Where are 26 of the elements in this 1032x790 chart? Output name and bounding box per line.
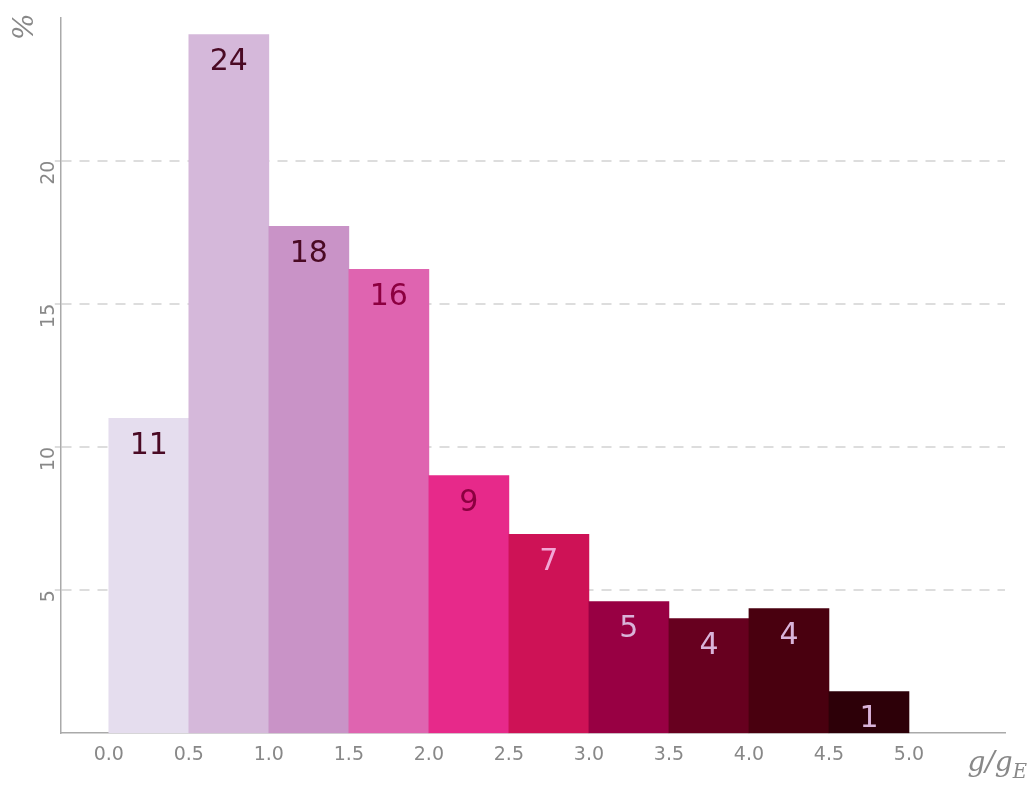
data-label: 24 [209, 42, 248, 78]
data-label: 16 [369, 277, 408, 313]
x-tick-label: 3.0 [573, 741, 605, 764]
data-label: 4 [779, 616, 799, 652]
x-tick-label: 3.5 [653, 741, 685, 764]
x-tick-label: 0.0 [93, 741, 124, 764]
y-axis-title: % [6, 13, 40, 41]
data-label: 18 [289, 234, 328, 270]
x-tick-label: 0.5 [173, 741, 204, 764]
data-label: 7 [539, 542, 559, 577]
x-tick-label: 2.5 [493, 741, 524, 764]
data-label: 9 [459, 483, 479, 519]
x-tick-label: 2.0 [413, 741, 444, 764]
y-tick-label: 5 [35, 590, 58, 603]
data-label: 1 [859, 699, 879, 735]
y-tick-label: 15 [35, 303, 58, 328]
y-tick-label: 10 [35, 446, 58, 472]
data-label: 5 [619, 609, 639, 645]
x-tick-label: 4.5 [813, 741, 845, 764]
x-tick-label: 1.5 [333, 741, 364, 764]
x-tick-label: 5.0 [893, 741, 925, 764]
data-label: 11 [129, 426, 168, 462]
x-tick-label: 1.0 [253, 741, 284, 764]
data-label: 4 [699, 626, 719, 662]
x-tick-label: 4.0 [733, 741, 765, 764]
y-tick-label: 20 [35, 160, 58, 185]
